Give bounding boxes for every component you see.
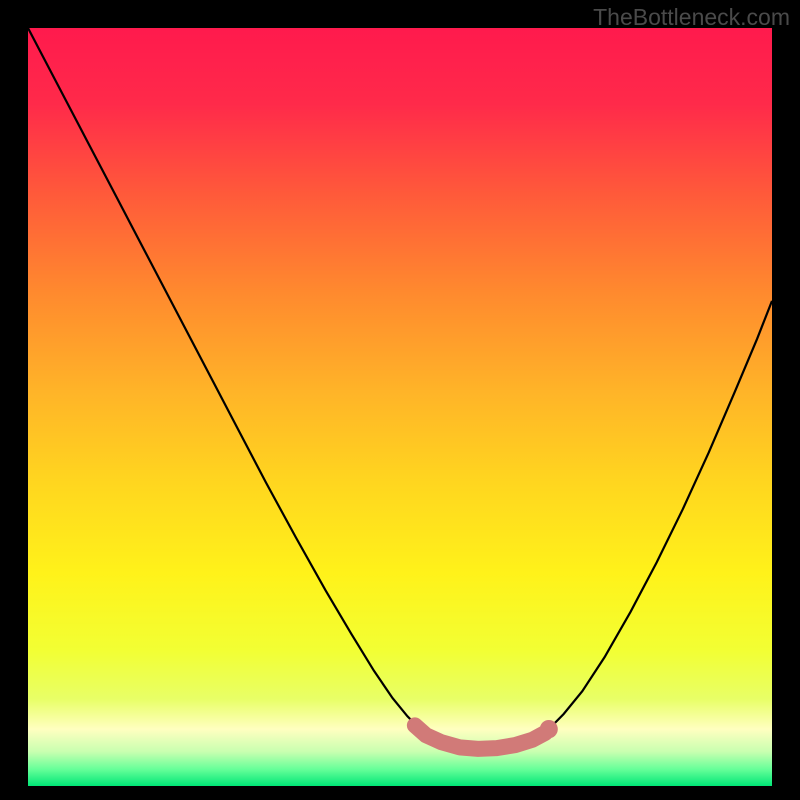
highlight-end-dot bbox=[540, 720, 558, 738]
bottleneck-curve bbox=[28, 28, 772, 749]
chart-stage: TheBottleneck.com bbox=[0, 0, 800, 800]
plot-area bbox=[28, 28, 772, 786]
curve-layer bbox=[28, 28, 772, 786]
highlight-band bbox=[415, 725, 545, 748]
watermark-text: TheBottleneck.com bbox=[593, 4, 790, 31]
